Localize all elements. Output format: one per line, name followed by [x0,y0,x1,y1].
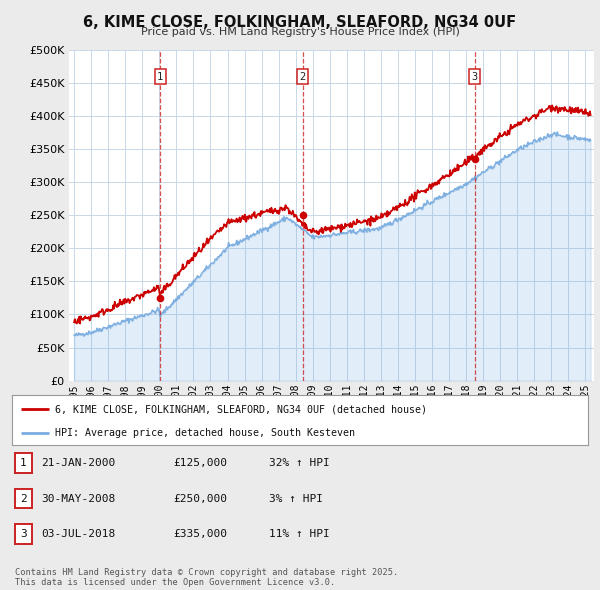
Text: 3% ↑ HPI: 3% ↑ HPI [269,494,323,503]
Text: 1: 1 [157,71,163,81]
Text: 32% ↑ HPI: 32% ↑ HPI [269,458,329,468]
Text: £250,000: £250,000 [173,494,227,503]
Text: £335,000: £335,000 [173,529,227,539]
Text: 21-JAN-2000: 21-JAN-2000 [41,458,115,468]
Text: 2: 2 [20,494,27,503]
Text: HPI: Average price, detached house, South Kesteven: HPI: Average price, detached house, Sout… [55,428,355,438]
Text: 3: 3 [472,71,478,81]
Text: Contains HM Land Registry data © Crown copyright and database right 2025.
This d: Contains HM Land Registry data © Crown c… [15,568,398,587]
Text: 30-MAY-2008: 30-MAY-2008 [41,494,115,503]
Text: 3: 3 [20,529,27,539]
Text: 6, KIME CLOSE, FOLKINGHAM, SLEAFORD, NG34 0UF: 6, KIME CLOSE, FOLKINGHAM, SLEAFORD, NG3… [83,15,517,30]
Text: 03-JUL-2018: 03-JUL-2018 [41,529,115,539]
Text: £125,000: £125,000 [173,458,227,468]
Text: Price paid vs. HM Land Registry's House Price Index (HPI): Price paid vs. HM Land Registry's House … [140,27,460,37]
Text: 1: 1 [20,458,27,468]
Text: 6, KIME CLOSE, FOLKINGHAM, SLEAFORD, NG34 0UF (detached house): 6, KIME CLOSE, FOLKINGHAM, SLEAFORD, NG3… [55,404,427,414]
Text: 2: 2 [299,71,306,81]
Text: 11% ↑ HPI: 11% ↑ HPI [269,529,329,539]
